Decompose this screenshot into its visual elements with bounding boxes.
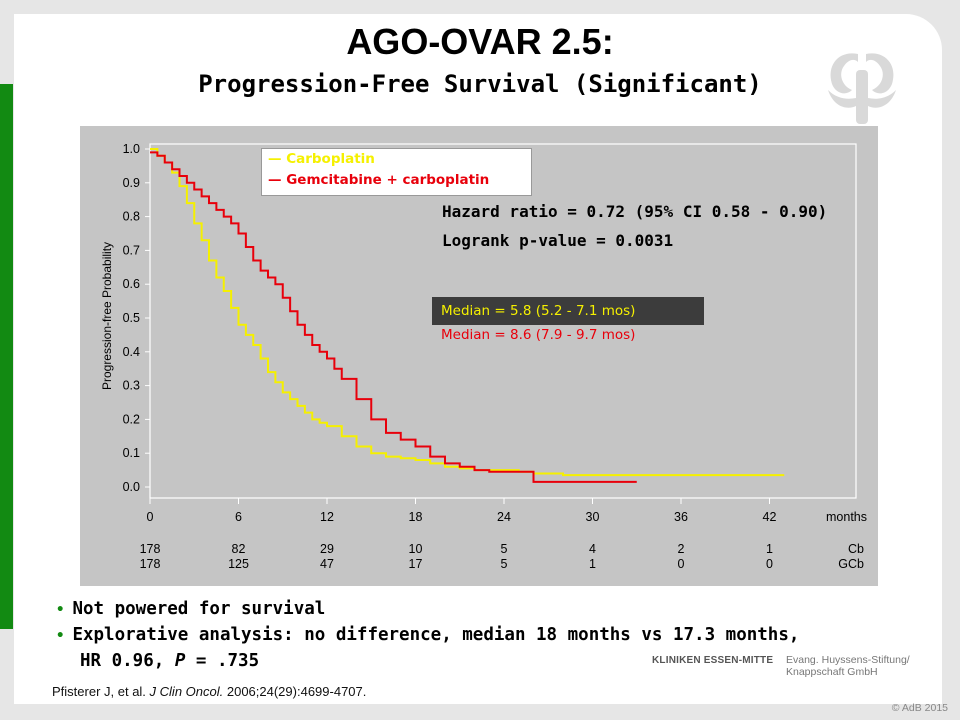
citation-authors: Pfisterer J, et al. [52,684,150,699]
at-risk-value: 0 [766,557,773,571]
bullet-item: • Not powered for survival [56,596,799,622]
at-risk-value: 5 [501,557,508,571]
foundation-line: Knappschaft GmbH [786,666,878,678]
at-risk-row-label: Cb [848,542,864,556]
y-tick-label: 0.9 [123,176,140,190]
x-tick-label: 42 [763,510,777,524]
bullet-item: • Explorative analysis: no difference, me… [56,622,799,648]
km-chart: 0.0 0.1 0.2 0.3 0.4 0.5 0.6 0.7 0.8 0.9 1.0 0 6 12 18 2… [80,126,878,586]
citation: Pfisterer J, et al. J Clin Oncol. 2006;2… [52,684,366,699]
bullet-dot-icon: • [56,602,65,618]
y-tick-label: 1.0 [123,142,140,156]
bullet-dot-icon: • [56,628,65,644]
x-tick-label: 0 [147,510,154,524]
foundation-line: Evang. Huyssens-Stiftung/ [786,654,910,666]
at-risk-value: 4 [589,542,596,556]
at-risk-value: 178 [140,542,161,556]
logrank-annotation: Logrank p-value = 0.0031 [442,231,674,250]
accent-bar [0,84,13,629]
legend-item-carboplatin: — Carboplatin [268,151,375,167]
y-tick-label: 0.8 [123,210,140,224]
y-tick-label: 0.3 [123,379,140,393]
x-tick-label: 24 [497,510,511,524]
at-risk-value: 82 [232,542,246,556]
bullet-text: Not powered for survival [72,599,326,619]
y-tick-label: 0.2 [123,412,140,426]
median-carboplatin-annotation: Median = 5.8 (5.2 - 7.1 mos) [432,297,704,325]
slide-subtitle: Progression-Free Survival (Significant) [198,70,762,98]
y-tick-label: 0.6 [123,277,140,291]
x-tick-label: 36 [674,510,688,524]
legend-item-gemcitabine: — Gemcitabine + carboplatin [268,172,490,188]
clinic-name: KLINIKEN ESSEN-MITTE [652,655,774,666]
copyright: © AdB 2015 [891,702,948,714]
citation-ref: 2006;24(29):4699-4707. [223,684,367,699]
foundation-name: Evang. Huyssens-Stiftung/ Knappschaft Gm… [786,654,910,678]
y-axis-label: Progression-free Probability [100,242,114,390]
bullet-text: Explorative analysis: no difference, med… [72,625,800,645]
hazard-ratio-annotation: Hazard ratio = 0.72 (95% CI 0.58 - 0.90) [442,202,828,221]
at-risk-value: 125 [228,557,249,571]
bullet-text-hr: HR 0.96, [80,651,175,671]
at-risk-value: 2 [678,542,685,556]
at-risk-value: 1 [766,542,773,556]
y-tick-label: 0.0 [123,480,140,494]
x-tick-label: 30 [586,510,600,524]
y-tick-label: 0.5 [123,311,140,325]
at-risk-row-label: GCb [838,557,864,571]
y-tick-label: 0.4 [123,345,140,359]
x-axis-label: months [826,510,867,524]
at-risk-value: 1 [589,557,596,571]
at-risk-value: 29 [320,542,334,556]
legend-label-carboplatin: Carboplatin [286,151,375,167]
legend-label-gemcitabine: Gemcitabine + carboplatin [286,172,490,188]
citation-journal: J Clin Oncol. [149,684,224,699]
y-tick-label: 0.1 [123,446,140,460]
clinic-logo-icon [828,53,896,124]
gemcitabine-curve [150,151,637,483]
x-tick-label: 6 [235,510,242,524]
bullet-text-pvalue: = .735 [185,651,260,671]
at-risk-value: 178 [140,557,161,571]
at-risk-value: 5 [501,542,508,556]
at-risk-value: 10 [409,542,423,556]
x-tick-label: 12 [320,510,334,524]
chart-legend: — Carboplatin — Gemcitabine + carboplati… [261,148,532,196]
x-tick-label: 18 [409,510,423,524]
bullet-continuation: HR 0.96, P = .735 [56,648,799,674]
at-risk-value: 0 [678,557,685,571]
at-risk-value: 47 [320,557,334,571]
slide-title: AGO-OVAR 2.5: [346,21,614,62]
bullet-list: • Not powered for survival • Explorative a… [56,596,799,674]
y-tick-label: 0.7 [123,243,140,257]
bullet-text-p: P [174,651,186,671]
median-gemcitabine-annotation: Median = 8.6 (7.9 - 9.7 mos) [441,327,636,343]
at-risk-value: 17 [409,557,423,571]
